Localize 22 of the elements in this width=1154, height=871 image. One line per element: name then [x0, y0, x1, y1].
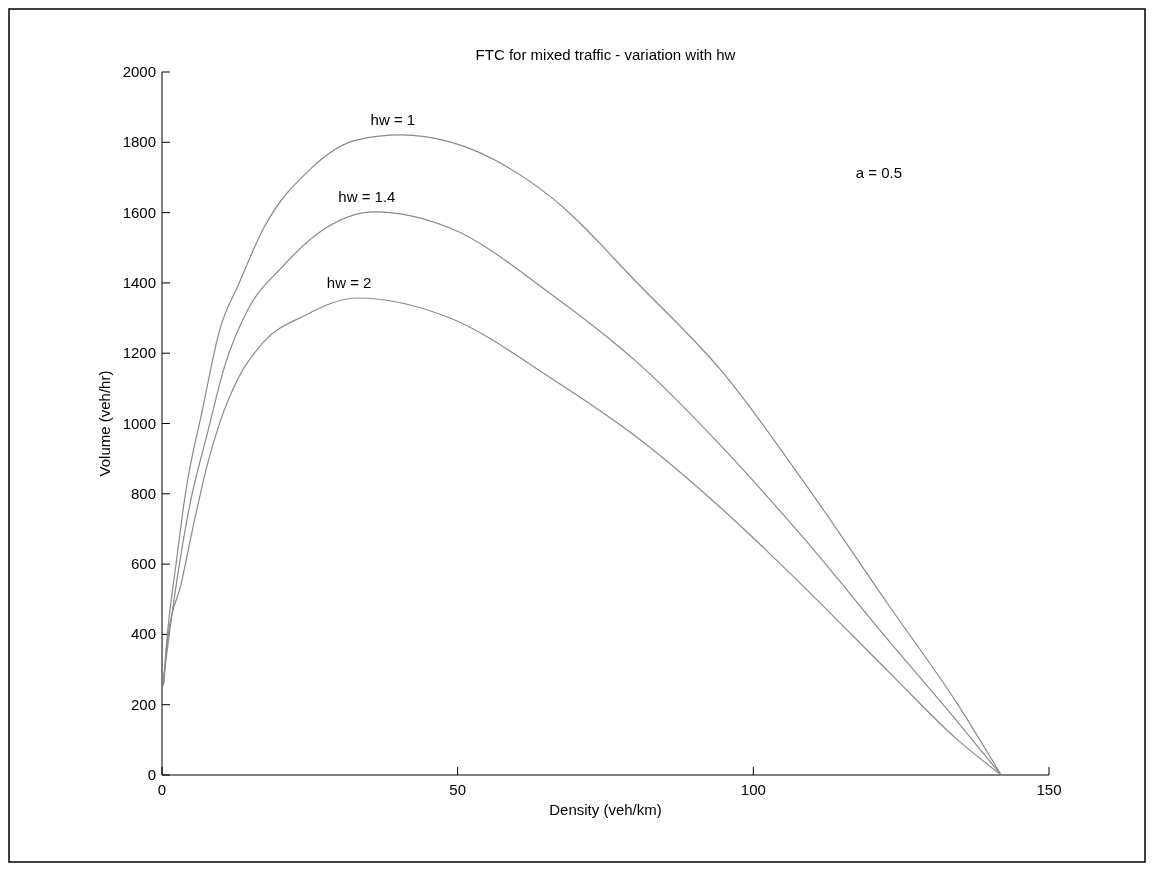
- y-tick-label: 600: [130, 555, 156, 573]
- y-tick-label: 0: [147, 766, 156, 783]
- y-tick-label: 1400: [122, 273, 156, 291]
- x-tick-label: 150: [1036, 781, 1062, 798]
- y-axis-title: Volume (veh/hr): [96, 370, 113, 477]
- y-tick-label: 2000: [122, 63, 156, 80]
- series-label: hw = 1: [370, 110, 416, 128]
- annotation: a = 0.5: [855, 164, 903, 181]
- series-label: hw = 1.4: [338, 187, 396, 205]
- y-tick-label: 1000: [122, 414, 156, 432]
- y-tick-label: 800: [130, 484, 156, 502]
- y-tick-label: 400: [130, 625, 156, 643]
- chart-title: FTC for mixed traffic - variation with hw: [475, 46, 736, 63]
- y-tick-label: 1200: [122, 344, 156, 362]
- y-tick-label: 1800: [122, 133, 156, 151]
- x-tick-label: 0: [157, 781, 167, 798]
- y-tick-label: 200: [130, 695, 156, 713]
- y-tick-label: 1600: [122, 203, 156, 221]
- x-axis-title: Density (veh/km): [549, 801, 662, 818]
- x-tick-label: 100: [740, 781, 766, 798]
- x-tick-label: 50: [449, 781, 467, 798]
- series-label: hw = 2: [326, 274, 372, 292]
